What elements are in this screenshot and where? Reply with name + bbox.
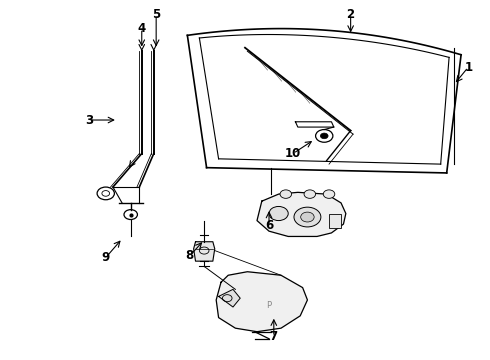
Polygon shape: [219, 289, 240, 307]
Bar: [329, 213, 341, 228]
Circle shape: [269, 207, 288, 221]
Text: 2: 2: [346, 8, 355, 21]
Circle shape: [320, 133, 328, 139]
Circle shape: [323, 190, 335, 198]
Text: 5: 5: [152, 8, 160, 21]
Circle shape: [280, 190, 292, 198]
Text: P: P: [267, 301, 271, 310]
Polygon shape: [216, 272, 307, 332]
Text: 1: 1: [464, 60, 472, 73]
Circle shape: [304, 190, 316, 198]
Text: 3: 3: [85, 113, 93, 126]
Text: 6: 6: [265, 219, 273, 232]
Text: 4: 4: [138, 22, 146, 35]
Circle shape: [301, 212, 314, 222]
Text: 7: 7: [270, 330, 278, 343]
Text: 8: 8: [186, 249, 194, 262]
Circle shape: [294, 207, 321, 227]
Text: 9: 9: [101, 251, 110, 264]
Polygon shape: [257, 192, 346, 237]
Polygon shape: [194, 242, 215, 261]
Text: 10: 10: [285, 147, 301, 160]
